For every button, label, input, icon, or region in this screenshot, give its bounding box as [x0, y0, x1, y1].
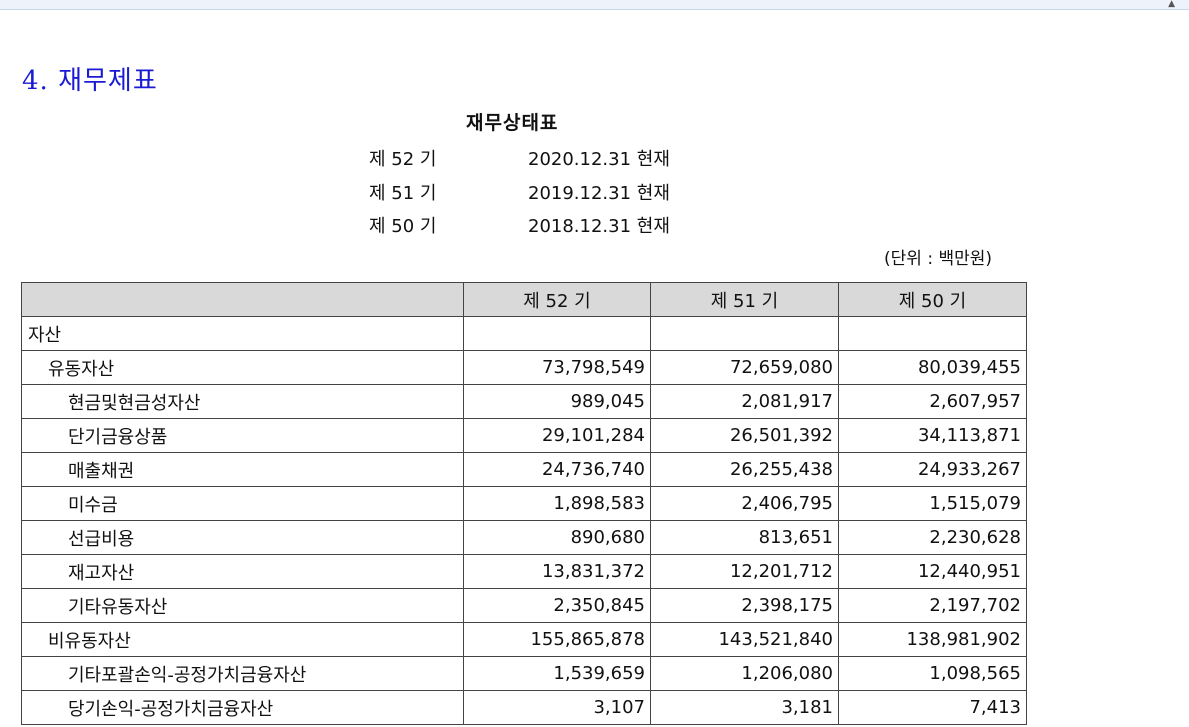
value-cell: 24,736,740: [463, 452, 651, 487]
row-label: 현금및현금성자산: [21, 384, 464, 419]
value-cell: 155,865,878: [463, 622, 651, 657]
row-label: 유동자산: [21, 350, 464, 385]
section-title: 4. 재무제표: [22, 66, 158, 96]
value-cell: 2,406,795: [650, 486, 839, 521]
table-row: 자산: [21, 316, 1027, 351]
value-cell: 2,081,917: [650, 384, 839, 419]
value-cell: 2,230,628: [838, 520, 1027, 555]
table-row: 미수금 1,898,583 2,406,795 1,515,079: [21, 486, 1027, 521]
table-row: 기타포괄손익-공정가치금융자산 1,539,659 1,206,080 1,098,5…: [21, 656, 1027, 691]
value-cell: 7,413: [838, 690, 1027, 725]
value-cell: 12,440,951: [838, 554, 1027, 589]
value-cell: 3,107: [463, 690, 651, 725]
row-label: 단기금융상품: [21, 418, 464, 453]
value-cell: 72,659,080: [650, 350, 839, 385]
value-cell: 34,113,871: [838, 418, 1027, 453]
period-label: 제 52 기: [369, 149, 437, 170]
table-row: 유동자산 73,798,549 72,659,080 80,039,455: [21, 350, 1027, 385]
column-header: 제 52 기: [463, 282, 651, 317]
value-cell: 1,515,079: [838, 486, 1027, 521]
column-header: 제 51 기: [650, 282, 839, 317]
value-cell: 80,039,455: [838, 350, 1027, 385]
period-label: 제 51 기: [369, 183, 437, 204]
scroll-up-icon[interactable]: ▲: [1168, 0, 1175, 9]
table-row: 비유동자산 155,865,878 143,521,840 138,981,902: [21, 622, 1027, 657]
value-cell: 12,201,712: [650, 554, 839, 589]
period-label: 제 50 기: [369, 216, 437, 237]
row-label: 비유동자산: [21, 622, 464, 657]
value-cell: 138,981,902: [838, 622, 1027, 657]
table-row: 당기손익-공정가치금융자산 3,107 3,181 7,413: [21, 690, 1027, 725]
table-row: 기타유동자산 2,350,845 2,398,175 2,197,702: [21, 588, 1027, 623]
row-label: 기타포괄손익-공정가치금융자산: [21, 656, 464, 691]
balance-sheet-table: 제 52 기 제 51 기 제 50 기 자산 유동자산 73,798,549 72,…: [21, 282, 1027, 725]
value-cell: 1,206,080: [650, 656, 839, 691]
row-label: 재고자산: [21, 554, 464, 589]
table-row: 선급비용 890,680 813,651 2,230,628: [21, 520, 1027, 555]
value-cell: 1,898,583: [463, 486, 651, 521]
value-cell: 3,181: [650, 690, 839, 725]
value-cell: 1,539,659: [463, 656, 651, 691]
value-cell: 26,255,438: [650, 452, 839, 487]
value-cell: 2,398,175: [650, 588, 839, 623]
table-row: 현금및현금성자산 989,045 2,081,917 2,607,957: [21, 384, 1027, 419]
period-date: 2020.12.31 현재: [528, 149, 670, 170]
value-cell: 26,501,392: [650, 418, 839, 453]
row-label: 자산: [21, 316, 464, 351]
value-cell: 2,197,702: [838, 588, 1027, 623]
value-cell: 890,680: [463, 520, 651, 555]
value-cell: 2,350,845: [463, 588, 651, 623]
table-header-row: 제 52 기 제 51 기 제 50 기: [21, 282, 1027, 317]
table-row: 재고자산 13,831,372 12,201,712 12,440,951: [21, 554, 1027, 589]
column-header: 제 50 기: [838, 282, 1027, 317]
table-row: 단기금융상품 29,101,284 26,501,392 34,113,871: [21, 418, 1027, 453]
period-date: 2019.12.31 현재: [528, 183, 670, 204]
value-cell: 989,045: [463, 384, 651, 419]
value-cell: [463, 316, 651, 351]
value-cell: [838, 316, 1027, 351]
row-label: 미수금: [21, 486, 464, 521]
row-label: 기타유동자산: [21, 588, 464, 623]
value-cell: 143,521,840: [650, 622, 839, 657]
top-bar: ▲: [0, 0, 1189, 10]
period-date: 2018.12.31 현재: [528, 216, 670, 237]
value-cell: 24,933,267: [838, 452, 1027, 487]
column-header: [21, 282, 464, 317]
value-cell: 2,607,957: [838, 384, 1027, 419]
row-label: 선급비용: [21, 520, 464, 555]
unit-label: (단위 : 백만원): [884, 249, 992, 269]
value-cell: [650, 316, 839, 351]
table-row: 매출채권 24,736,740 26,255,438 24,933,267: [21, 452, 1027, 487]
value-cell: 13,831,372: [463, 554, 651, 589]
row-label: 당기손익-공정가치금융자산: [21, 690, 464, 725]
value-cell: 813,651: [650, 520, 839, 555]
document-title: 재무상태표: [466, 112, 559, 134]
value-cell: 73,798,549: [463, 350, 651, 385]
row-label: 매출채권: [21, 452, 464, 487]
value-cell: 1,098,565: [838, 656, 1027, 691]
value-cell: 29,101,284: [463, 418, 651, 453]
